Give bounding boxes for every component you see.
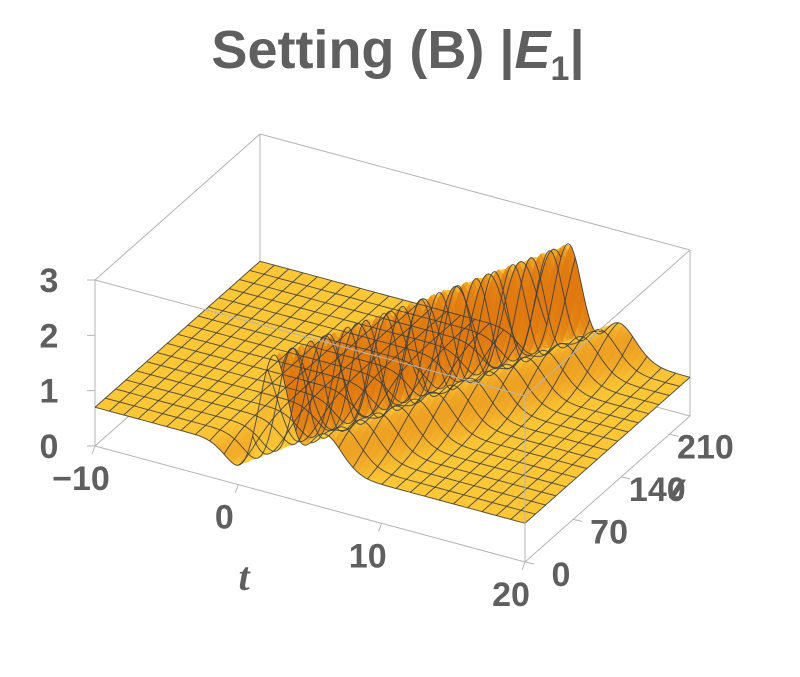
box-edge-back-top — [259, 133, 691, 251]
chart-title-subscript: 1 — [551, 50, 570, 88]
box-edge-left-top — [94, 133, 261, 281]
chart-title: Setting (B) |E1| — [211, 20, 584, 88]
chart-title-suffix: | — [569, 20, 584, 81]
chart-title-prefix: Setting (B) | — [211, 20, 514, 81]
chart-title-symbol: E — [515, 20, 553, 80]
surface — [94, 243, 691, 524]
